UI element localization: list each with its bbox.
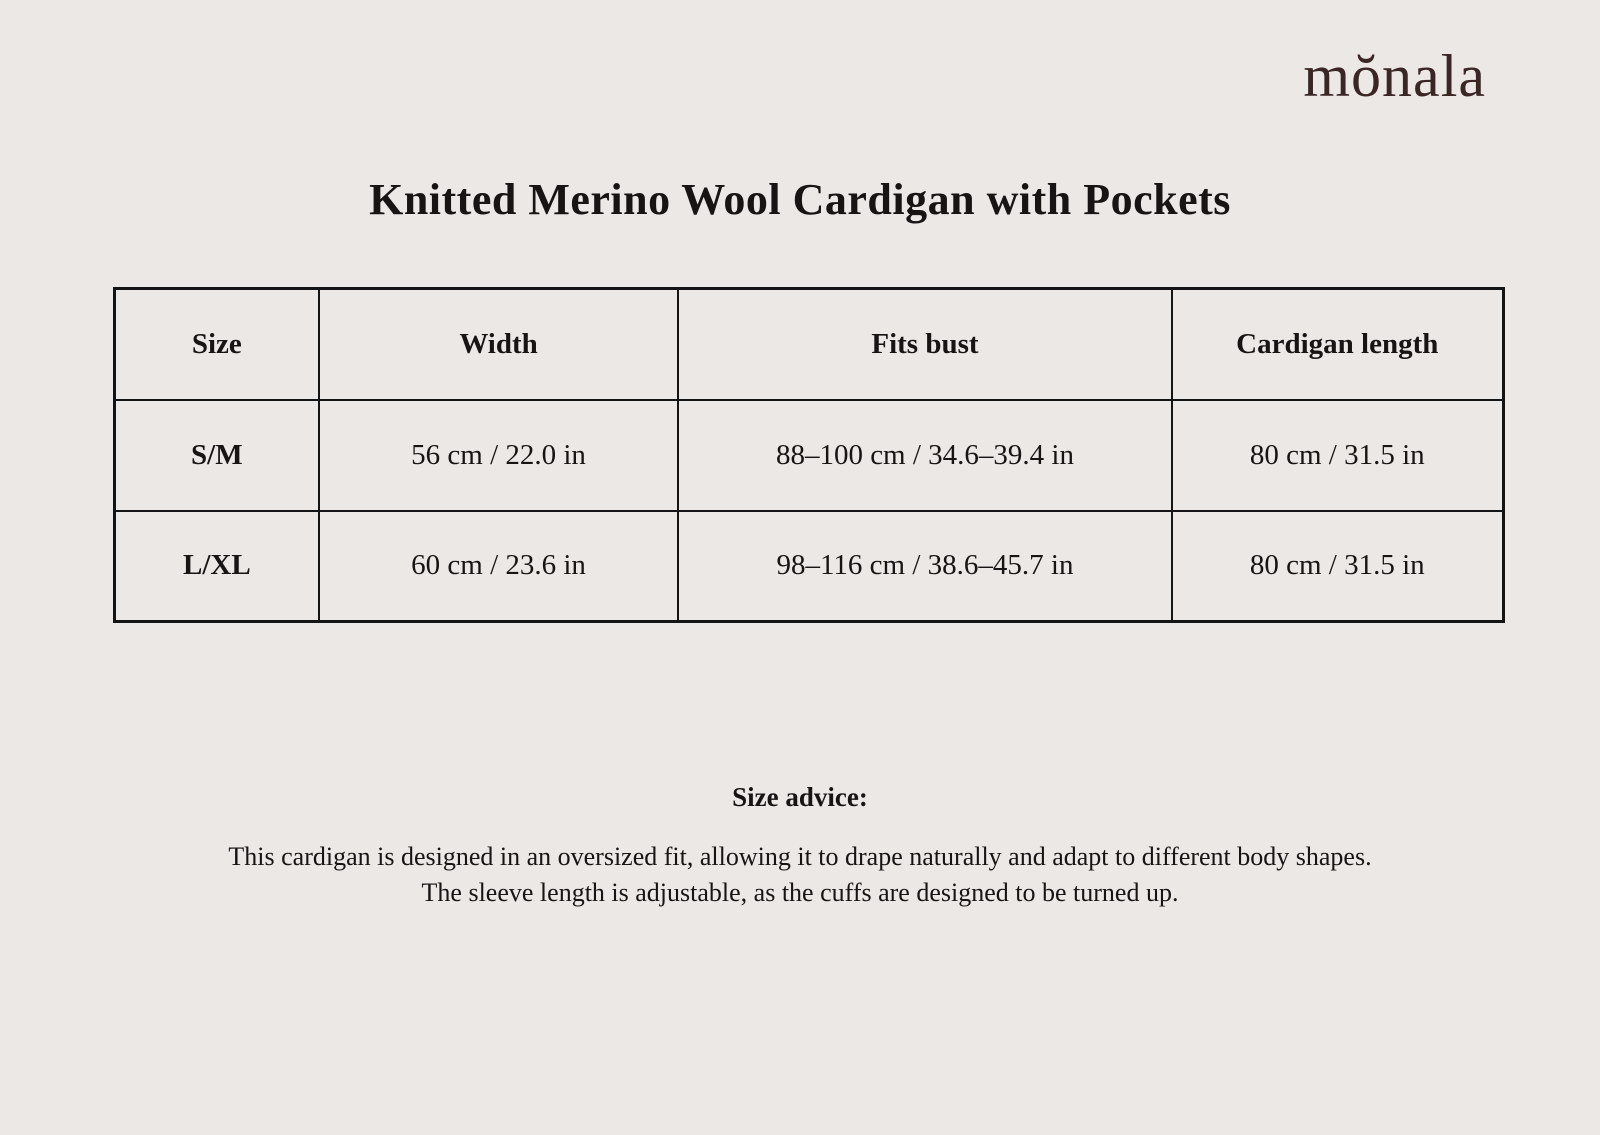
size-advice-line-2: The sleeve length is adjustable, as the …	[421, 877, 1179, 907]
cell-fits-bust-lxl: 98–116 cm / 38.6–45.7 in	[677, 509, 1173, 623]
cell-width-sm: 56 cm / 22.0 in	[317, 398, 680, 512]
page-title: Knitted Merino Wool Cardigan with Pocket…	[369, 175, 1231, 224]
cell-width-lxl: 60 cm / 23.6 in	[317, 509, 680, 623]
table-row: L/XL 60 cm / 23.6 in 98–116 cm / 38.6–45…	[113, 509, 1505, 623]
size-advice-section: Size advice: This cardigan is designed i…	[0, 782, 1600, 911]
header-cardigan-length: Cardigan length	[1170, 287, 1505, 401]
header-width: Width	[317, 287, 680, 401]
table-header-row: Size Width Fits bust Cardigan length	[113, 287, 1505, 401]
header-fits-bust: Fits bust	[677, 287, 1173, 401]
size-chart-table: Size Width Fits bust Cardigan length S/M…	[113, 287, 1505, 623]
cell-size-sm: S/M	[113, 398, 320, 512]
size-advice-heading: Size advice:	[732, 782, 868, 812]
header-size: Size	[113, 287, 320, 401]
brand-logo: mŏnala	[1303, 43, 1486, 109]
cell-fits-bust-sm: 88–100 cm / 34.6–39.4 in	[677, 398, 1173, 512]
size-advice-line-1: This cardigan is designed in an oversize…	[228, 842, 1372, 871]
table-row: S/M 56 cm / 22.0 in 88–100 cm / 34.6–39.…	[113, 398, 1505, 512]
cell-cardigan-length-sm: 80 cm / 31.5 in	[1170, 398, 1505, 512]
cell-cardigan-length-lxl: 80 cm / 31.5 in	[1170, 509, 1505, 623]
cell-size-lxl: L/XL	[113, 509, 320, 623]
